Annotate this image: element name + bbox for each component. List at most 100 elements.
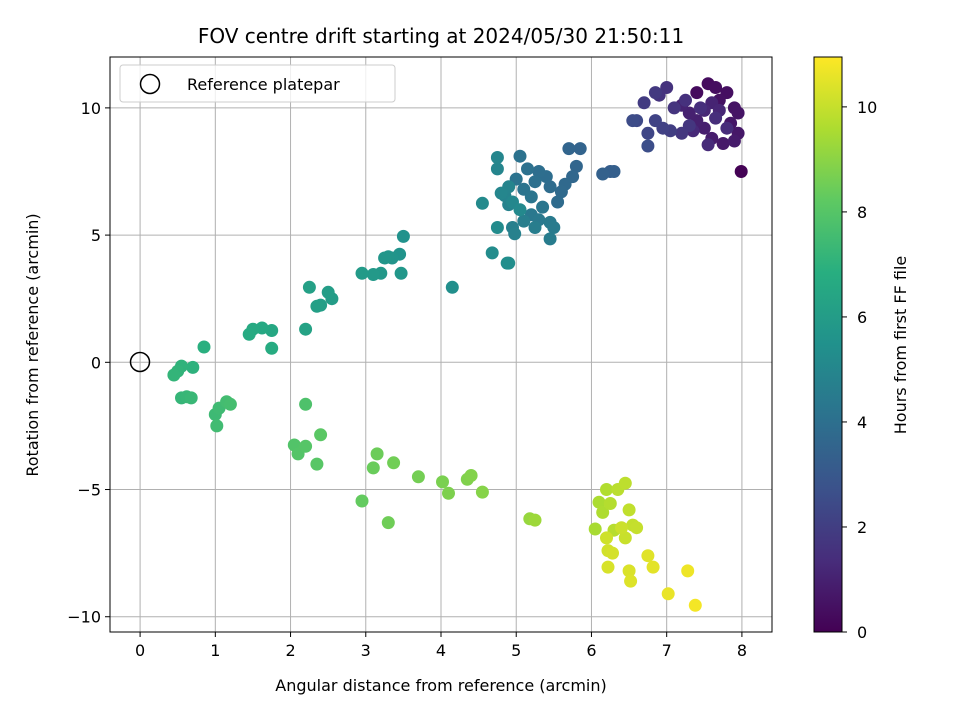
data-point — [485, 246, 499, 260]
data-point — [603, 497, 617, 510]
data-point — [513, 203, 527, 217]
y-tick-label: 5 — [91, 226, 101, 245]
data-point — [197, 340, 211, 354]
y-tick-label: 0 — [91, 353, 101, 372]
data-point — [688, 598, 702, 612]
data-point — [562, 142, 576, 156]
data-point — [615, 521, 628, 535]
data-point — [378, 251, 392, 265]
data-point — [528, 513, 542, 527]
colorbar-label: Hours from first FF file — [891, 256, 910, 435]
data-point — [641, 549, 655, 563]
data-point — [618, 476, 632, 490]
chart-title: FOV centre drift starting at 2024/05/30 … — [198, 24, 684, 48]
data-point — [607, 165, 621, 178]
data-point — [475, 196, 489, 210]
data-point — [600, 531, 613, 545]
data-point — [302, 280, 316, 294]
legend: Reference platepar — [119, 64, 396, 103]
data-point — [396, 229, 410, 243]
data-point — [528, 175, 542, 189]
data-point — [355, 266, 369, 280]
x-tick-label: 3 — [361, 641, 371, 660]
x-tick-label: 4 — [436, 641, 446, 660]
y-tick-label: −10 — [67, 608, 101, 627]
data-point — [314, 428, 328, 442]
data-point — [630, 521, 644, 535]
data-point — [299, 397, 313, 411]
data-point — [622, 503, 636, 517]
data-point — [547, 221, 561, 234]
legend-marker-icon — [139, 73, 161, 95]
data-point — [679, 93, 692, 107]
data-point — [618, 531, 632, 545]
data-point — [667, 101, 681, 115]
data-point — [521, 162, 534, 176]
data-point — [265, 341, 279, 355]
data-point — [464, 469, 478, 482]
data-point — [387, 456, 401, 470]
data-point — [366, 268, 380, 281]
data-point — [694, 101, 707, 115]
data-point — [494, 186, 508, 200]
data-point — [701, 138, 715, 152]
x-tick-label: 5 — [511, 641, 521, 660]
data-point — [502, 256, 516, 270]
data-point — [600, 483, 613, 496]
data-point — [646, 560, 660, 574]
data-point — [532, 165, 546, 178]
data-point — [536, 200, 550, 214]
data-point — [731, 106, 745, 120]
data-point — [381, 516, 395, 530]
x-tick-label: 6 — [586, 641, 596, 660]
colorbar-tick-label: 8 — [857, 203, 867, 222]
data-point — [727, 134, 741, 148]
x-axis-ticks: 0 1 2 3 4 5 6 7 8 — [135, 632, 747, 660]
data-point — [641, 126, 655, 140]
data-point — [675, 126, 689, 140]
data-point — [648, 86, 662, 100]
data-point — [321, 285, 335, 299]
colorbar-tick-label: 2 — [857, 518, 867, 537]
data-point — [167, 368, 181, 382]
data-point — [709, 111, 723, 125]
data-point — [310, 299, 324, 313]
data-point — [210, 419, 224, 433]
data-point — [186, 360, 200, 374]
data-point — [517, 214, 531, 228]
data-point — [411, 470, 425, 484]
data-point — [624, 574, 638, 588]
data-point — [681, 564, 695, 578]
data-point — [524, 190, 538, 204]
colorbar-tick-label: 4 — [857, 413, 867, 432]
x-tick-label: 0 — [135, 641, 145, 660]
data-point — [366, 461, 380, 475]
data-point — [299, 322, 313, 336]
data-point — [223, 397, 237, 411]
data-point — [622, 564, 636, 578]
data-point — [490, 162, 504, 176]
data-points — [167, 77, 748, 612]
data-point — [606, 546, 619, 560]
colorbar-ticks: 0 2 4 6 8 10 — [842, 98, 877, 642]
data-point — [490, 221, 504, 234]
y-axis-label: Rotation from reference (arcmin) — [23, 213, 42, 476]
x-tick-label: 2 — [285, 641, 295, 660]
data-point — [601, 560, 615, 574]
data-point — [299, 439, 313, 453]
data-point — [588, 522, 602, 536]
data-point — [551, 195, 565, 209]
data-point — [528, 221, 542, 234]
colorbar-tick-label: 10 — [857, 98, 877, 117]
data-point — [394, 266, 408, 280]
reference-platepar-marker — [129, 351, 151, 373]
data-point — [734, 165, 748, 178]
data-point — [648, 114, 662, 128]
data-point — [508, 227, 522, 241]
x-tick-label: 8 — [737, 641, 747, 660]
data-point — [720, 121, 734, 135]
data-point — [661, 587, 675, 601]
x-axis-label: Angular distance from reference (arcmin) — [275, 676, 606, 695]
data-point — [641, 139, 655, 153]
colorbar-tick-label: 6 — [857, 308, 867, 327]
